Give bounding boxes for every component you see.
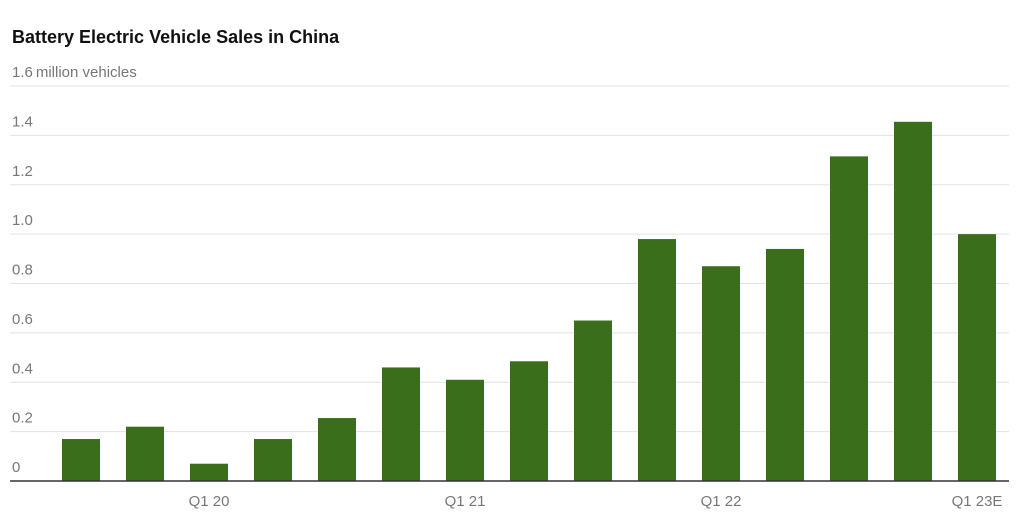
bar (830, 156, 868, 481)
bar (958, 234, 996, 481)
x-tick-label: Q1 20 (189, 493, 230, 510)
chart-title: Battery Electric Vehicle Sales in China (12, 27, 340, 47)
bar (766, 248, 804, 481)
y-tick-label: 0.2 (12, 410, 33, 427)
y-tick-label: 1.2 (12, 163, 33, 180)
y-tick-label: 0.8 (12, 262, 33, 279)
bar (574, 320, 612, 481)
y-tick-label: 1.0 (12, 212, 33, 229)
bar (894, 121, 932, 481)
bar (638, 239, 676, 481)
bar (318, 418, 356, 481)
y-tick-label: 1.4 (12, 113, 33, 130)
y-axis-label: million vehicles (36, 64, 137, 81)
x-tick-label: Q1 21 (445, 493, 486, 510)
bar (126, 426, 164, 481)
x-tick-label: Q1 23E (952, 493, 1003, 510)
y-tick-label: 0 (12, 459, 20, 476)
y-tick-label: 0.4 (12, 360, 33, 377)
y-tick-label: 0.6 (12, 311, 33, 328)
bar (446, 379, 484, 481)
y-tick-label: 1.6 (12, 64, 33, 81)
bar (190, 463, 228, 481)
bar (382, 367, 420, 481)
bar (254, 439, 292, 481)
bar (702, 266, 740, 481)
x-tick-label: Q1 22 (701, 493, 742, 510)
bar (510, 361, 548, 481)
bar (62, 439, 100, 481)
